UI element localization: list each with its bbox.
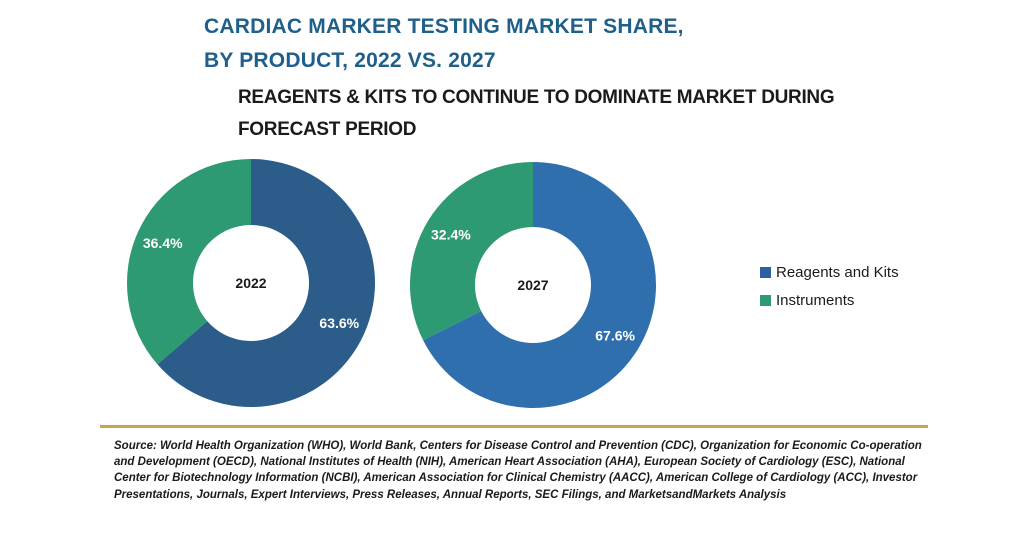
donut-2022-label-0: 63.6% — [319, 315, 359, 331]
donut-2027-label-1: 32.4% — [431, 226, 471, 242]
chart-subtitle: REAGENTS & KITS TO CONTINUE TO DOMINATE … — [238, 87, 835, 140]
donut-2022-slice-1 — [127, 159, 251, 365]
donut-2027-slice-1 — [409, 162, 533, 341]
legend-label-instruments: Instruments — [776, 291, 855, 309]
donut-2027-center-label: 2027 — [517, 277, 548, 293]
title-line-1: CARDIAC MARKER TESTING MARKET SHARE, — [204, 15, 684, 38]
divider-rule — [100, 425, 928, 428]
donut-2027-slice-0 — [423, 162, 656, 408]
legend-item-instruments: Instruments — [760, 286, 899, 314]
legend: Reagents and Kits Instruments — [760, 258, 899, 314]
donut-2027-label-0: 67.6% — [595, 328, 635, 344]
chart-title: CARDIAC MARKER TESTING MARKET SHARE, BY … — [204, 10, 684, 78]
legend-swatch-instruments — [760, 294, 771, 306]
legend-label-reagents: Reagents and Kits — [776, 263, 899, 281]
title-line-2: BY PRODUCT, 2022 VS. 2027 — [204, 49, 496, 72]
donut-2022-label-1: 36.4% — [143, 235, 183, 251]
donut-2022-center-label: 2022 — [235, 275, 266, 291]
legend-item-reagents-and-kits: Reagents and Kits — [760, 258, 899, 286]
legend-swatch-reagents — [760, 266, 771, 278]
source-note: Source: World Health Organization (WHO),… — [114, 440, 922, 501]
donut-2022-slice-0 — [157, 159, 375, 407]
